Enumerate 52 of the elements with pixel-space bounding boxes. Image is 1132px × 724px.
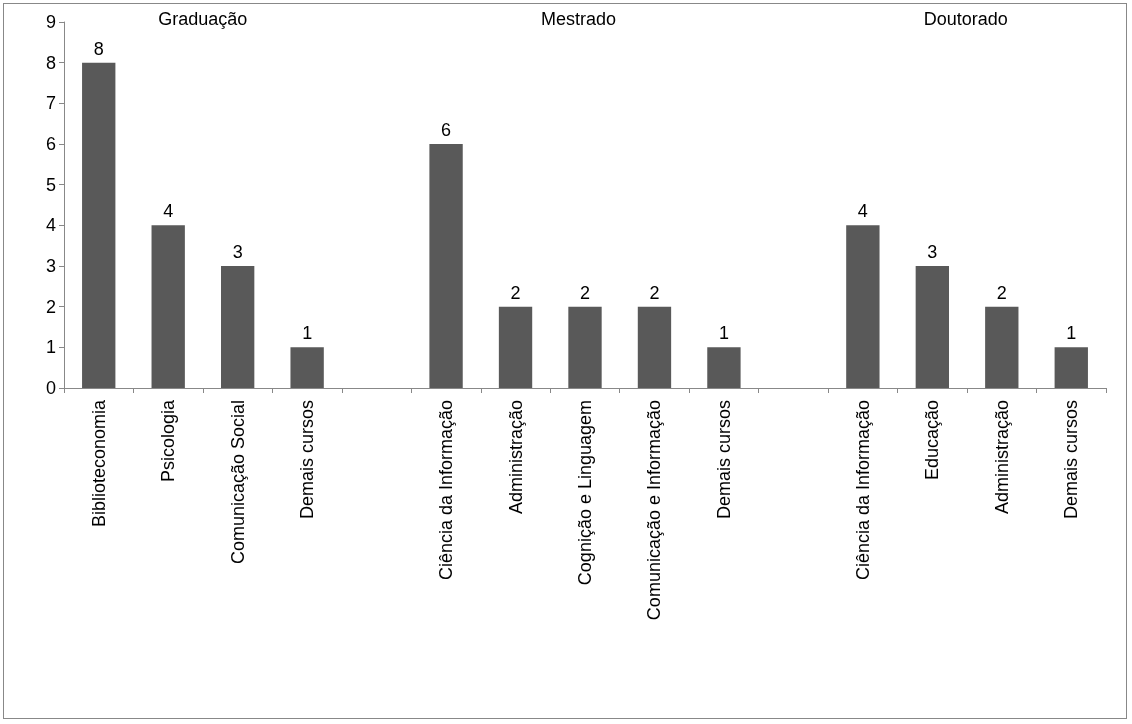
x-tick-label: Administração [505,400,526,515]
x-tick-label: Administração [991,400,1012,515]
bar [429,144,463,388]
x-tick-label: Demais cursos [297,400,318,520]
x-tick-label: Ciência da Informação [436,400,457,581]
x-tick-label: Psicologia [158,399,179,483]
annotation: Doutorado [923,9,1008,29]
data-label: 1 [718,323,729,344]
bar [985,306,1019,388]
data-label: 3 [232,242,243,262]
y-tick-label: 1 [45,337,56,358]
y-tick-label: 7 [45,93,56,114]
x-tick-label: Demais cursos [1061,400,1082,520]
y-tick-label: 2 [45,296,56,317]
data-label: 3 [927,242,938,262]
bar [1054,347,1088,388]
x-tick-label: Ciência da Informação [852,400,873,581]
data-label: 1 [1066,323,1077,344]
y-tick-label: 4 [45,215,56,236]
bar [568,306,602,388]
bar [151,225,185,388]
x-tick-label: Cognição e Linguagem [575,400,595,586]
y-tick-label: 9 [45,12,56,32]
annotation: Mestrado [540,9,617,29]
data-label: 2 [579,282,591,303]
y-tick-label: 5 [45,174,56,195]
bar [846,225,880,388]
x-tick-label: Educação [922,400,943,481]
data-label: 1 [302,323,313,344]
bar [707,347,741,388]
y-tick-label: 6 [45,134,56,154]
x-tick-label: Demais cursos [713,400,734,520]
x-tick-label: Comunicação e Informação [644,400,665,621]
data-label: 2 [649,282,660,303]
bar [637,306,672,388]
y-tick-label: 0 [45,378,56,398]
data-label: 2 [510,282,521,303]
data-label: 4 [857,201,868,222]
data-label: 8 [93,38,104,59]
data-label: 4 [163,201,174,222]
x-tick-label: Biblioteconomia [88,399,109,528]
bar [290,347,324,388]
bar [220,266,255,388]
y-tick-label: 3 [45,256,56,276]
bar [498,306,533,388]
data-label: 2 [996,282,1007,303]
y-tick-label: 8 [45,52,56,73]
data-label: 6 [441,120,452,140]
x-tick-label: Comunicação Social [227,400,248,565]
annotation: Graduação [158,9,248,29]
bar [82,62,116,388]
bar [915,266,950,388]
